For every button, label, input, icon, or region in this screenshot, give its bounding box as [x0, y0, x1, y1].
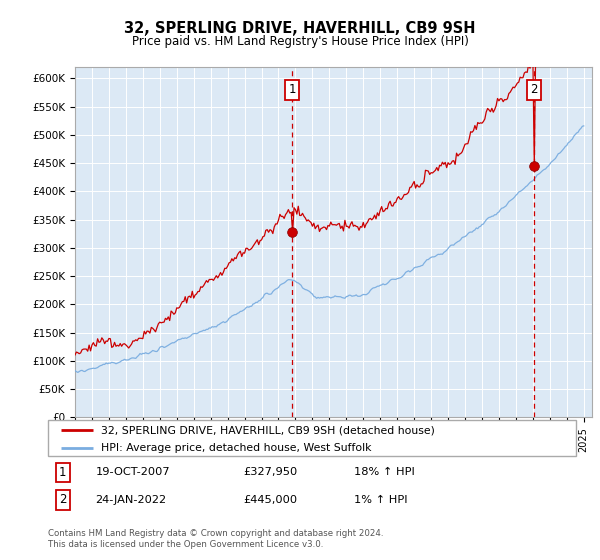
Text: 2: 2 [59, 493, 67, 506]
Text: 18% ↑ HPI: 18% ↑ HPI [354, 468, 415, 477]
Text: 1: 1 [59, 466, 67, 479]
Text: HPI: Average price, detached house, West Suffolk: HPI: Average price, detached house, West… [101, 442, 371, 452]
Text: Contains HM Land Registry data © Crown copyright and database right 2024.
This d: Contains HM Land Registry data © Crown c… [48, 529, 383, 549]
Text: 1: 1 [289, 83, 296, 96]
Text: 19-OCT-2007: 19-OCT-2007 [95, 468, 170, 477]
Text: £327,950: £327,950 [244, 468, 298, 477]
Text: 32, SPERLING DRIVE, HAVERHILL, CB9 9SH: 32, SPERLING DRIVE, HAVERHILL, CB9 9SH [124, 21, 476, 36]
Text: 1% ↑ HPI: 1% ↑ HPI [354, 495, 408, 505]
Text: 32, SPERLING DRIVE, HAVERHILL, CB9 9SH (detached house): 32, SPERLING DRIVE, HAVERHILL, CB9 9SH (… [101, 425, 434, 435]
Text: 24-JAN-2022: 24-JAN-2022 [95, 495, 167, 505]
Text: Price paid vs. HM Land Registry's House Price Index (HPI): Price paid vs. HM Land Registry's House … [131, 35, 469, 48]
Text: 2: 2 [530, 83, 538, 96]
Text: £445,000: £445,000 [244, 495, 298, 505]
